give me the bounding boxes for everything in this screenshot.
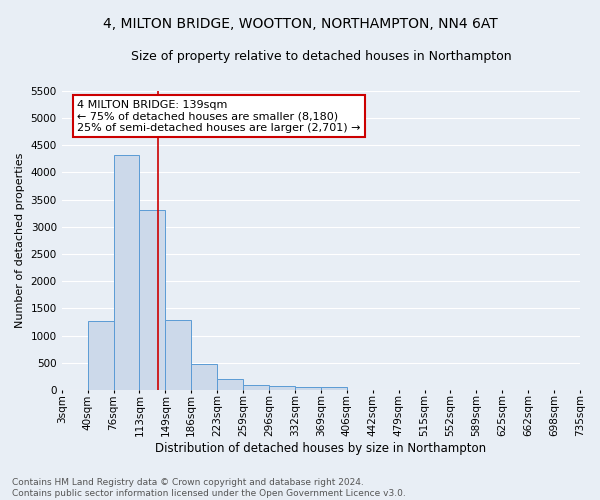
- Text: 4 MILTON BRIDGE: 139sqm
← 75% of detached houses are smaller (8,180)
25% of semi: 4 MILTON BRIDGE: 139sqm ← 75% of detache…: [77, 100, 361, 132]
- Text: 4, MILTON BRIDGE, WOOTTON, NORTHAMPTON, NN4 6AT: 4, MILTON BRIDGE, WOOTTON, NORTHAMPTON, …: [103, 18, 497, 32]
- Bar: [113, 155, 139, 390]
- Bar: [166, 320, 191, 390]
- Bar: [243, 385, 269, 390]
- Bar: [217, 378, 243, 390]
- Text: Contains HM Land Registry data © Crown copyright and database right 2024.
Contai: Contains HM Land Registry data © Crown c…: [12, 478, 406, 498]
- Y-axis label: Number of detached properties: Number of detached properties: [15, 152, 25, 328]
- Bar: [88, 321, 113, 390]
- Bar: [191, 364, 217, 390]
- Bar: [269, 386, 295, 390]
- Bar: [321, 387, 347, 390]
- Bar: [295, 388, 321, 390]
- X-axis label: Distribution of detached houses by size in Northampton: Distribution of detached houses by size …: [155, 442, 487, 455]
- Title: Size of property relative to detached houses in Northampton: Size of property relative to detached ho…: [131, 50, 511, 63]
- Bar: [139, 210, 166, 390]
